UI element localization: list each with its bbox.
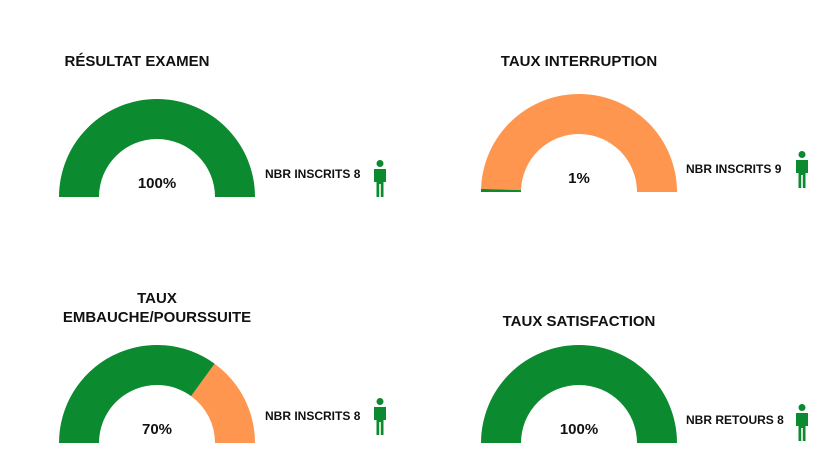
counter-value: 8 xyxy=(777,413,784,427)
counter: NBR RETOURS 8 xyxy=(686,413,784,427)
gauge-value xyxy=(59,99,255,197)
icon-head xyxy=(376,398,384,405)
counter: NBR INSCRITS 8 xyxy=(265,167,361,181)
person-icon xyxy=(796,151,808,188)
counter-value: 9 xyxy=(775,162,782,176)
gauge-title: TAUX SATISFACTION xyxy=(502,313,656,330)
counter-label: NBR RETOURS xyxy=(686,413,774,427)
gauge-track xyxy=(481,94,677,192)
counter: NBR INSCRITS 8 xyxy=(265,409,361,423)
icon-body xyxy=(796,413,808,441)
icon-body xyxy=(374,407,386,435)
gauge-value-label: 1% xyxy=(568,170,590,187)
person-icon xyxy=(796,404,808,441)
gauge-track xyxy=(191,363,255,443)
counter-value: 8 xyxy=(354,409,361,423)
gauge-value xyxy=(481,188,522,192)
person-icon xyxy=(374,160,386,197)
gauge-value-label: 70% xyxy=(142,421,172,438)
icon-head xyxy=(376,160,384,167)
counter-label: NBR INSCRITS xyxy=(265,167,350,181)
gauge-title: RÉSULTAT EXAMEN xyxy=(64,53,210,70)
person-icon xyxy=(374,398,386,435)
gauge-value xyxy=(59,345,215,443)
icon-head xyxy=(798,404,806,411)
gauge-value xyxy=(481,345,677,443)
gauge-value-label: 100% xyxy=(138,175,176,192)
gauge-title: TAUX EMBAUCHE/POURSSUITE xyxy=(62,290,252,326)
counter-label: NBR INSCRITS xyxy=(265,409,350,423)
gauge-value-label: 100% xyxy=(560,421,598,438)
icon-head xyxy=(798,151,806,158)
counter-label: NBR INSCRITS xyxy=(686,162,771,176)
counter: NBR INSCRITS 9 xyxy=(686,162,782,176)
gauge-title: TAUX INTERRUPTION xyxy=(500,53,658,70)
icon-body xyxy=(374,169,386,197)
counter-value: 8 xyxy=(354,167,361,181)
icon-body xyxy=(796,160,808,188)
